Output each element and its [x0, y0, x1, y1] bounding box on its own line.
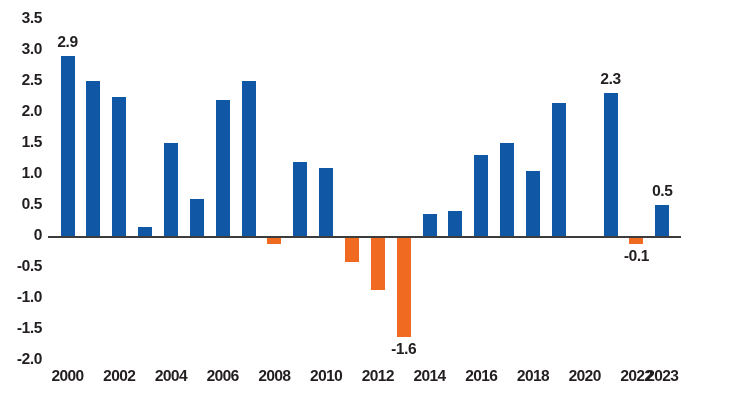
y-tick-label: 2.5	[21, 72, 43, 89]
x-tick-label: 2004	[154, 368, 188, 385]
zero-axis-line	[48, 236, 681, 238]
bar-2014	[422, 214, 437, 236]
bar-2018	[525, 170, 540, 236]
y-tick-label: 2.0	[21, 103, 43, 120]
y-tick-label: 0	[33, 227, 43, 244]
bar-2011	[344, 237, 359, 263]
x-tick-label: 2008	[258, 368, 291, 385]
bar-value-label-2022: -0.1	[623, 248, 650, 266]
bar-2023	[655, 205, 670, 236]
x-tick-label: 2000	[51, 368, 84, 385]
bar-2019	[551, 102, 566, 236]
y-tick-label: 3.5	[21, 10, 43, 27]
y-tick-label: -1.0	[16, 289, 43, 306]
bar-2003	[138, 226, 153, 236]
bar-2001	[86, 81, 101, 236]
y-tick-label: -2.0	[16, 351, 43, 368]
y-tick-label: 0.5	[21, 196, 43, 213]
bar-2012	[370, 237, 385, 291]
x-tick-label: 2022	[620, 368, 653, 385]
bar-2002	[112, 96, 127, 236]
bar-2000	[60, 56, 75, 236]
bar-2007	[241, 81, 256, 236]
bar-2013	[396, 237, 411, 337]
bar-2008	[267, 237, 282, 244]
bar-2022	[629, 237, 644, 244]
y-tick-label: -1.5	[16, 320, 43, 337]
x-tick-label: 2018	[516, 368, 550, 385]
bar-value-label-2023: 0.5	[652, 183, 673, 200]
x-tick-label: 2014	[413, 368, 446, 385]
bar-2006	[215, 99, 230, 236]
y-tick-label: 3.0	[21, 41, 43, 58]
x-tick-label: 2023	[646, 368, 679, 385]
x-tick-label: 2002	[103, 368, 136, 385]
bar-2005	[189, 198, 204, 236]
x-tick-label: 2010	[310, 368, 343, 385]
bar-2004	[163, 143, 178, 236]
y-tick-label: 1.5	[21, 134, 43, 151]
bar-2016	[474, 155, 489, 236]
bar-value-label-2021: 2.3	[600, 71, 621, 89]
x-tick-label: 2016	[465, 368, 498, 385]
x-tick-label: 2012	[361, 368, 395, 385]
bar-value-label-2013: -1.6	[391, 341, 417, 359]
y-tick-label: 1.0	[21, 165, 43, 182]
bar-2021	[603, 93, 618, 236]
bar-2015	[448, 211, 463, 236]
bar-2017	[500, 143, 515, 236]
x-tick-label: 2020	[568, 368, 602, 385]
bar-2009	[293, 161, 308, 236]
x-tick-label: 2006	[206, 368, 240, 385]
bar-value-label-2000: 2.9	[57, 34, 78, 52]
y-tick-label: -0.5	[16, 258, 43, 275]
bar-2010	[319, 167, 334, 236]
